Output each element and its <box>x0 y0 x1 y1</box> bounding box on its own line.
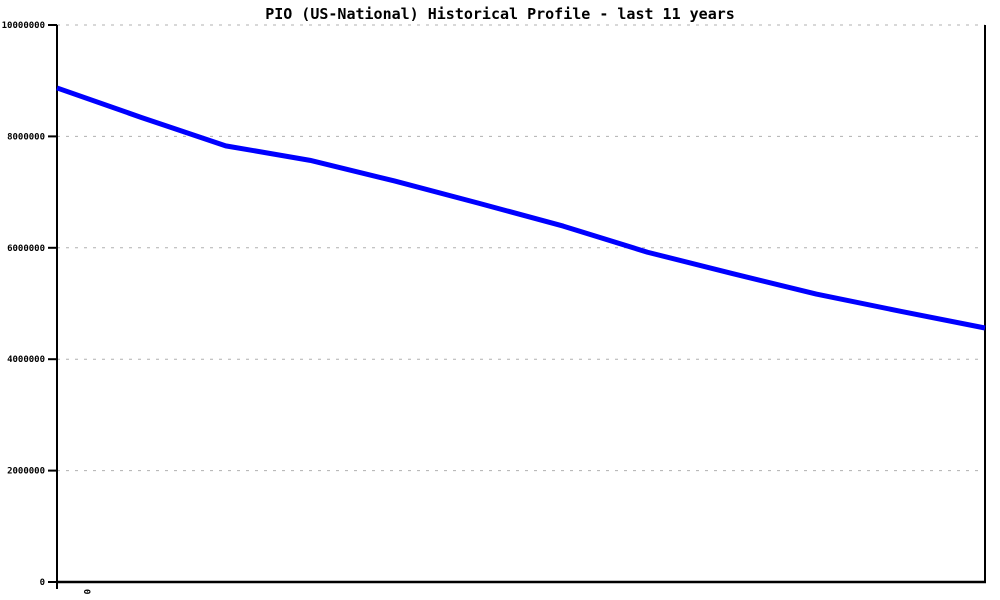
y-tick-label: 8000000 <box>7 132 45 142</box>
y-tick-label: 6000000 <box>7 244 45 254</box>
data-line <box>56 85 986 331</box>
y-tick-label: 2000000 <box>7 467 45 477</box>
y-tick-label: 0 <box>40 578 45 588</box>
chart-title: PIO (US-National) Historical Profile - l… <box>265 5 735 23</box>
y-tick-label: 10000000 <box>2 21 45 31</box>
x-tick-label-rotated: 0 <box>81 589 91 594</box>
y-tick-label: 4000000 <box>7 355 45 365</box>
